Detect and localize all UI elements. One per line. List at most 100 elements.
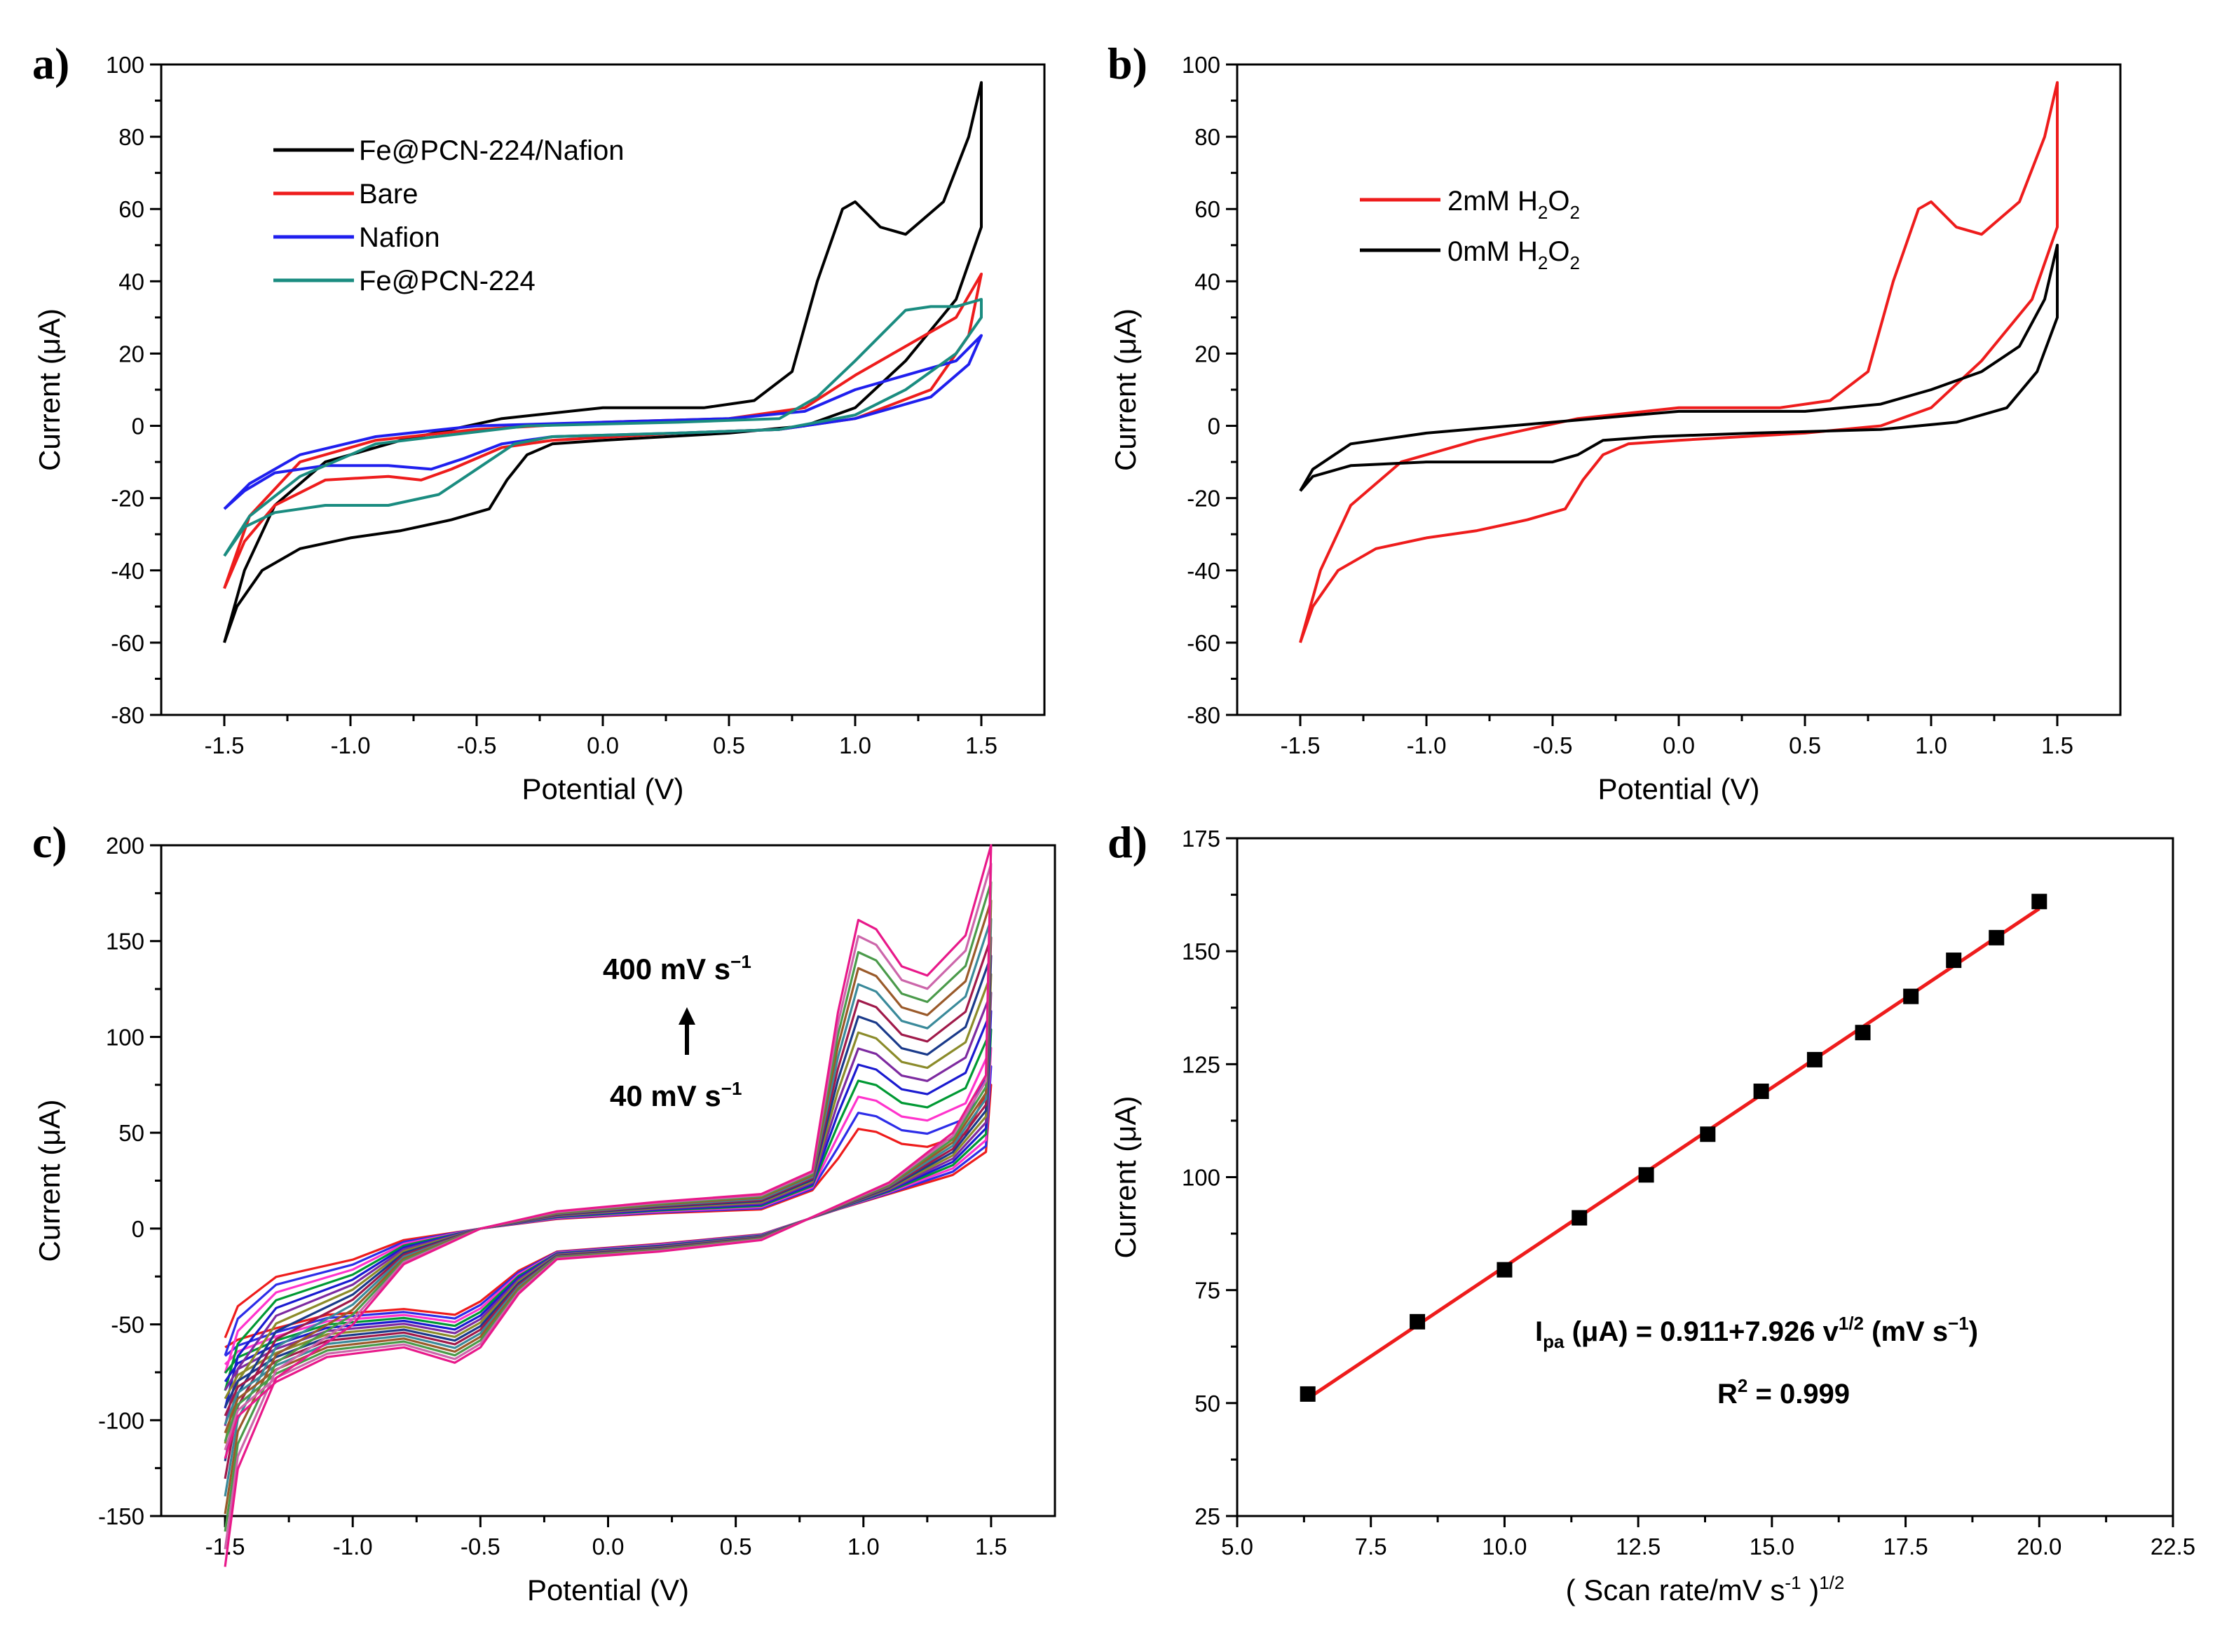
- x-tick-label: 0.5: [713, 732, 745, 758]
- legend-0mm-sub1: 2: [1538, 252, 1548, 273]
- y-axis-title: Current (μA): [1109, 1096, 1142, 1259]
- annotation-arrow-head: [679, 1007, 695, 1025]
- x-tick-label: -0.5: [457, 732, 497, 758]
- scan-rate-annotation: 400 mV s−1 40 mV s−1: [603, 951, 751, 1112]
- x-tick-label: 0.0: [592, 1534, 625, 1559]
- data-point: [1989, 929, 2005, 946]
- x-tick-label: 0.5: [720, 1534, 752, 1559]
- cv-curve-a-2: [223, 334, 983, 510]
- y-tick-label: 150: [1182, 938, 1220, 964]
- x-tick-label: 1.5: [975, 1534, 1007, 1559]
- x-axis-title: Potential (V): [527, 1574, 689, 1606]
- x-tick-label: -1.5: [1281, 732, 1321, 758]
- y-tick-label: -80: [1187, 702, 1220, 728]
- x-axis-title: Potential (V): [1597, 772, 1759, 805]
- x-tick-label: 0.0: [587, 732, 619, 758]
- x-tick-label: -0.5: [461, 1534, 500, 1559]
- y-tick-label: 100: [1182, 1165, 1220, 1191]
- x-tick-label: 12.5: [1616, 1534, 1661, 1559]
- data-point: [1946, 953, 1962, 969]
- annotation-400-sup: −1: [730, 951, 751, 972]
- legend-0mm-mid: O: [1548, 236, 1569, 267]
- y-tick-label: 175: [1182, 826, 1220, 852]
- data-point: [1903, 988, 1919, 1004]
- legend-label-bare: Bare: [359, 179, 418, 210]
- y-tick-label: 150: [106, 929, 144, 955]
- y-tick-label: 0: [132, 1216, 144, 1242]
- x-tick-label: 22.5: [2151, 1534, 2195, 1559]
- r2-sup: 2: [1738, 1375, 1747, 1396]
- y-tick-label: 0: [1208, 414, 1220, 439]
- data-point: [1806, 1051, 1822, 1067]
- y-tick-label: 50: [118, 1120, 144, 1146]
- annotation-400: 400 mV s−1: [603, 951, 751, 985]
- panel-label-d: d): [1108, 817, 1147, 867]
- axes-a: -1.5 -1.0 -0.5 0.0 0.5 1.0 1.5 -80 -60 -40 -20 0 20 4…: [33, 52, 1046, 805]
- x-tick-label: 0.5: [1789, 732, 1821, 758]
- y-axis-title: Current (μA): [1109, 308, 1142, 471]
- y-tick-label: -150: [98, 1503, 144, 1529]
- y-tick-label: -60: [111, 630, 144, 656]
- eq-part2: (μA) = 0.911+7.926 v: [1564, 1316, 1839, 1347]
- y-tick-label: 25: [1194, 1503, 1220, 1529]
- data-point: [1700, 1126, 1716, 1142]
- y-tick-label: -60: [1187, 630, 1220, 656]
- y-tick-label: 20: [118, 341, 144, 367]
- x-tick-label: 17.5: [1883, 1534, 1928, 1559]
- x-axis-title: ( Scan rate/mV s-1 )1/2: [1566, 1572, 1845, 1606]
- cv-curve-b-0: [1299, 81, 2059, 643]
- y-tick-label: 75: [1194, 1278, 1220, 1304]
- panel-a: a) -1.5 -1.0 -0.5 0.0 0.5 1.0 1.5 -80 -60 -40 -20 0…: [32, 39, 1046, 805]
- x-axis-title-sup2: 1/2: [1819, 1572, 1844, 1593]
- axes-b: -1.5 -1.0 -0.5 0.0 0.5 1.0 1.5 -80 -60 -40 -20 0 20 4…: [1109, 52, 2122, 805]
- cv-scan-curve-13: [224, 844, 993, 1567]
- data-point: [1300, 1386, 1316, 1402]
- y-tick-label: 100: [1182, 52, 1220, 78]
- axis-frame: [1236, 837, 2174, 1517]
- axes-d: 5.0 7.5 10.0 12.5 15.0 17.5 20.0 22.5 25 50 75 100 1…: [1109, 826, 2195, 1606]
- y-tick-label: 40: [118, 268, 144, 294]
- x-tick-label: 10.0: [1482, 1534, 1527, 1559]
- legend-label-nafion: Nafion: [359, 222, 440, 253]
- annotation-40-sup: −1: [721, 1078, 742, 1099]
- x-axis-title-end: ): [1801, 1574, 1820, 1606]
- x-tick-label: 1.5: [965, 732, 997, 758]
- plot-area-c: [224, 844, 993, 1567]
- eq-sub: pa: [1543, 1331, 1565, 1352]
- y-tick-label: 60: [1194, 196, 1220, 222]
- data-point: [1638, 1167, 1654, 1183]
- y-tick-label: 100: [106, 52, 144, 78]
- r2-part1: R: [1717, 1379, 1738, 1409]
- cv-curve-a-0: [223, 81, 983, 643]
- x-tick-label: -1.0: [331, 732, 371, 758]
- x-tick-label: 1.0: [847, 1534, 880, 1559]
- data-point: [1410, 1313, 1426, 1330]
- x-axis-title-sup1: -1: [1785, 1572, 1801, 1593]
- plot-area-d: [1300, 894, 2047, 1402]
- panel-d: d) 5.0 7.5 10.0 12.5 15.0 17.5 20.0 22.5 25 50 75 1…: [1108, 817, 2195, 1606]
- y-tick-label: 0: [132, 414, 144, 439]
- annotation-40: 40 mV s−1: [610, 1078, 742, 1112]
- r2-part2: = 0.999: [1747, 1379, 1850, 1409]
- y-tick-label: -50: [111, 1312, 144, 1338]
- y-tick-label: -20: [1187, 486, 1220, 512]
- y-tick-label: -40: [111, 558, 144, 584]
- legend-2mm-mid: O: [1548, 186, 1569, 217]
- y-axis-title: Current (μA): [33, 1100, 66, 1262]
- legend-label-2mm: 2mM H2O2: [1447, 186, 1580, 223]
- x-tick-label: -1.0: [1407, 732, 1447, 758]
- x-tick-label: 5.0: [1221, 1534, 1253, 1559]
- x-tick-label: -1.0: [333, 1534, 373, 1559]
- y-tick-label: 60: [118, 196, 144, 222]
- eq-part3: (mV s: [1864, 1316, 1948, 1347]
- x-tick-label: 1.0: [1915, 732, 1947, 758]
- panel-c: c) -1.5 -1.0 -0.5 0.0 0.5 1.0 1.5-150-100-5005…: [32, 817, 1056, 1606]
- data-point: [1497, 1262, 1513, 1278]
- y-tick-label: -80: [111, 702, 144, 728]
- x-axis-title: Potential (V): [522, 772, 683, 805]
- plot-area-b: [1299, 81, 2059, 643]
- annotation-400-text: 400 mV s: [603, 953, 730, 985]
- panel-label-a: a): [32, 39, 69, 88]
- cv-curve-b-1: [1299, 243, 2059, 492]
